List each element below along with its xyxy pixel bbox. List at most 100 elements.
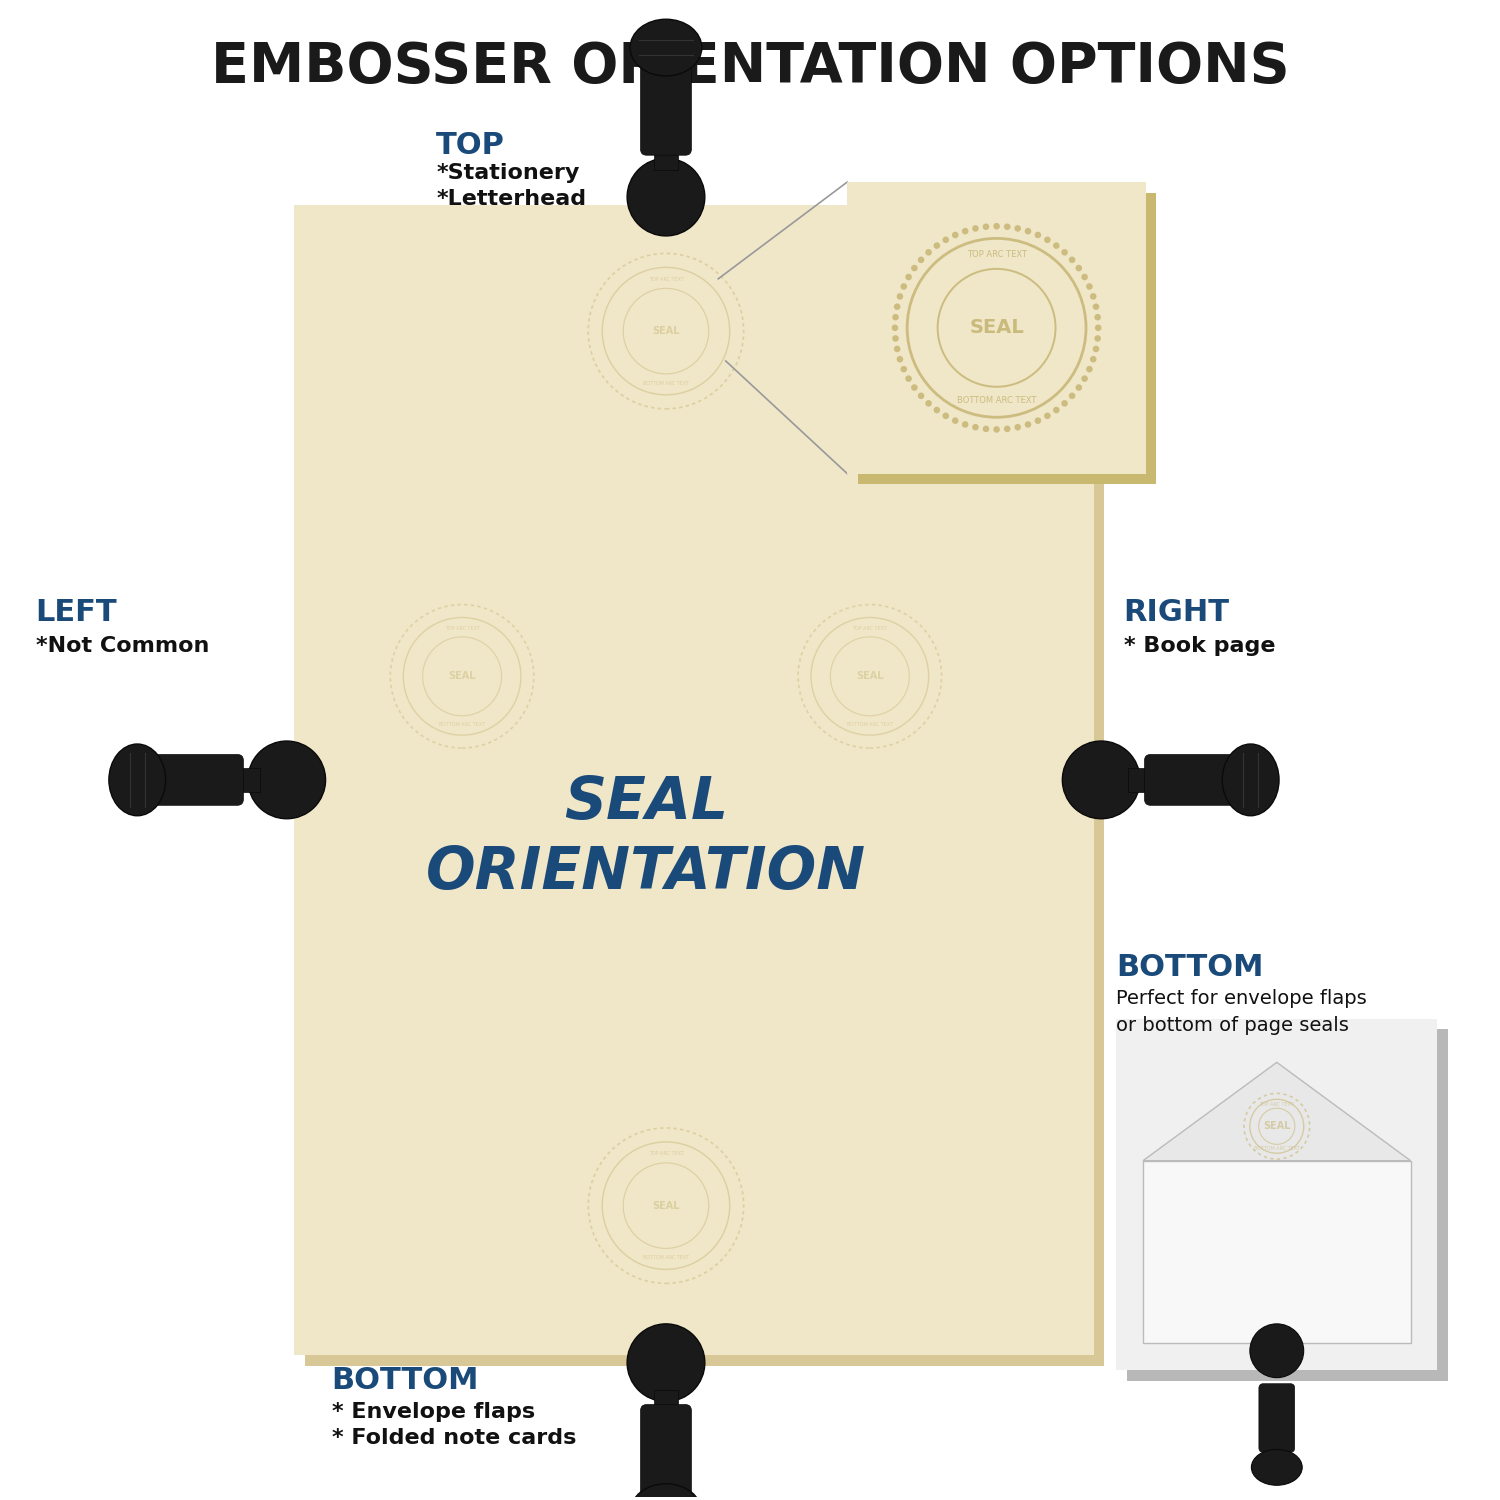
Circle shape: [1062, 249, 1068, 255]
Text: SEAL: SEAL: [652, 326, 680, 336]
Text: BOTTOM: BOTTOM: [332, 1365, 478, 1395]
Circle shape: [1086, 366, 1092, 372]
Circle shape: [1092, 345, 1100, 352]
Circle shape: [933, 406, 940, 414]
Text: BOTTOM ARC TEXT: BOTTOM ARC TEXT: [644, 1256, 688, 1260]
Ellipse shape: [630, 20, 702, 76]
Circle shape: [962, 228, 969, 234]
Circle shape: [993, 426, 1000, 432]
Text: LEFT: LEFT: [36, 598, 117, 627]
Circle shape: [1024, 228, 1032, 234]
FancyBboxPatch shape: [1144, 754, 1239, 806]
Circle shape: [933, 243, 940, 249]
Ellipse shape: [1251, 1449, 1302, 1485]
Circle shape: [952, 231, 958, 238]
FancyBboxPatch shape: [654, 1389, 678, 1416]
Circle shape: [900, 284, 908, 290]
Text: SEAL: SEAL: [856, 672, 883, 681]
Text: BOTTOM ARC TEXT: BOTTOM ARC TEXT: [1254, 1146, 1300, 1150]
FancyBboxPatch shape: [640, 1404, 692, 1498]
Text: TOP ARC TEXT: TOP ARC TEXT: [648, 1150, 684, 1156]
Circle shape: [942, 413, 950, 419]
Circle shape: [892, 334, 898, 342]
FancyBboxPatch shape: [1126, 1029, 1448, 1380]
Text: EMBOSSER ORIENTATION OPTIONS: EMBOSSER ORIENTATION OPTIONS: [210, 40, 1290, 94]
FancyBboxPatch shape: [148, 754, 243, 806]
Circle shape: [1053, 406, 1059, 414]
Text: BOTTOM ARC TEXT: BOTTOM ARC TEXT: [957, 396, 1036, 405]
Circle shape: [894, 303, 900, 310]
FancyBboxPatch shape: [232, 768, 260, 792]
Circle shape: [962, 422, 969, 428]
FancyBboxPatch shape: [847, 182, 1146, 474]
Text: SEAL: SEAL: [448, 672, 476, 681]
Polygon shape: [1143, 1062, 1410, 1161]
Text: SEAL
ORIENTATION: SEAL ORIENTATION: [426, 774, 866, 902]
Text: BOTTOM ARC TEXT: BOTTOM ARC TEXT: [644, 381, 688, 386]
Circle shape: [894, 345, 900, 352]
Circle shape: [627, 158, 705, 236]
FancyBboxPatch shape: [294, 204, 1094, 1356]
Circle shape: [1062, 741, 1140, 819]
Circle shape: [926, 400, 932, 406]
Circle shape: [906, 273, 912, 280]
Circle shape: [1070, 393, 1076, 399]
FancyBboxPatch shape: [304, 214, 1104, 1365]
Circle shape: [910, 266, 918, 272]
FancyBboxPatch shape: [1128, 768, 1155, 792]
Circle shape: [1004, 224, 1011, 230]
Circle shape: [1024, 422, 1032, 428]
Circle shape: [892, 314, 898, 321]
Text: TOP ARC TEXT: TOP ARC TEXT: [648, 276, 684, 282]
Circle shape: [900, 366, 908, 372]
Text: SEAL: SEAL: [969, 318, 1024, 338]
Text: TOP ARC TEXT: TOP ARC TEXT: [966, 251, 1026, 260]
Text: Perfect for envelope flaps
or bottom of page seals: Perfect for envelope flaps or bottom of …: [1116, 988, 1366, 1035]
Circle shape: [982, 426, 988, 432]
Text: SEAL: SEAL: [652, 1200, 680, 1210]
Circle shape: [1095, 314, 1101, 321]
Text: TOP: TOP: [436, 130, 506, 159]
Text: * Book page: * Book page: [1124, 636, 1275, 657]
Text: SEAL: SEAL: [1263, 1122, 1290, 1131]
Circle shape: [918, 256, 924, 262]
Circle shape: [1014, 225, 1022, 231]
Text: * Envelope flaps
* Folded note cards: * Envelope flaps * Folded note cards: [332, 1401, 576, 1447]
Circle shape: [918, 393, 924, 399]
Circle shape: [1090, 356, 1096, 363]
Circle shape: [1014, 424, 1022, 430]
Circle shape: [1090, 292, 1096, 300]
Circle shape: [1092, 303, 1100, 310]
Text: *Not Common: *Not Common: [36, 636, 209, 657]
Text: *Stationery
*Letterhead: *Stationery *Letterhead: [436, 162, 586, 209]
FancyBboxPatch shape: [858, 192, 1156, 484]
Circle shape: [1044, 413, 1050, 419]
FancyBboxPatch shape: [1258, 1383, 1294, 1452]
Circle shape: [952, 417, 958, 424]
Circle shape: [248, 741, 326, 819]
Circle shape: [1095, 324, 1101, 332]
Circle shape: [1035, 231, 1041, 238]
Text: BOTTOM ARC TEXT: BOTTOM ARC TEXT: [847, 722, 892, 728]
Circle shape: [1082, 273, 1088, 280]
Circle shape: [926, 249, 932, 255]
Circle shape: [1044, 237, 1050, 243]
Circle shape: [1035, 417, 1041, 424]
Text: BOTTOM ARC TEXT: BOTTOM ARC TEXT: [440, 722, 485, 728]
Circle shape: [1095, 334, 1101, 342]
Circle shape: [1076, 266, 1082, 272]
Circle shape: [1086, 284, 1092, 290]
Circle shape: [942, 237, 950, 243]
Circle shape: [1053, 243, 1059, 249]
FancyBboxPatch shape: [1116, 1019, 1437, 1370]
Circle shape: [897, 356, 903, 363]
Text: TOP ARC TEXT: TOP ARC TEXT: [852, 626, 888, 632]
Circle shape: [993, 224, 1000, 230]
Text: TOP ARC TEXT: TOP ARC TEXT: [444, 626, 480, 632]
Ellipse shape: [110, 744, 165, 816]
Circle shape: [1076, 384, 1082, 392]
Text: TOP ARC TEXT: TOP ARC TEXT: [1260, 1101, 1294, 1107]
Circle shape: [897, 292, 903, 300]
Polygon shape: [1143, 1161, 1410, 1344]
Text: BOTTOM: BOTTOM: [1116, 952, 1263, 981]
